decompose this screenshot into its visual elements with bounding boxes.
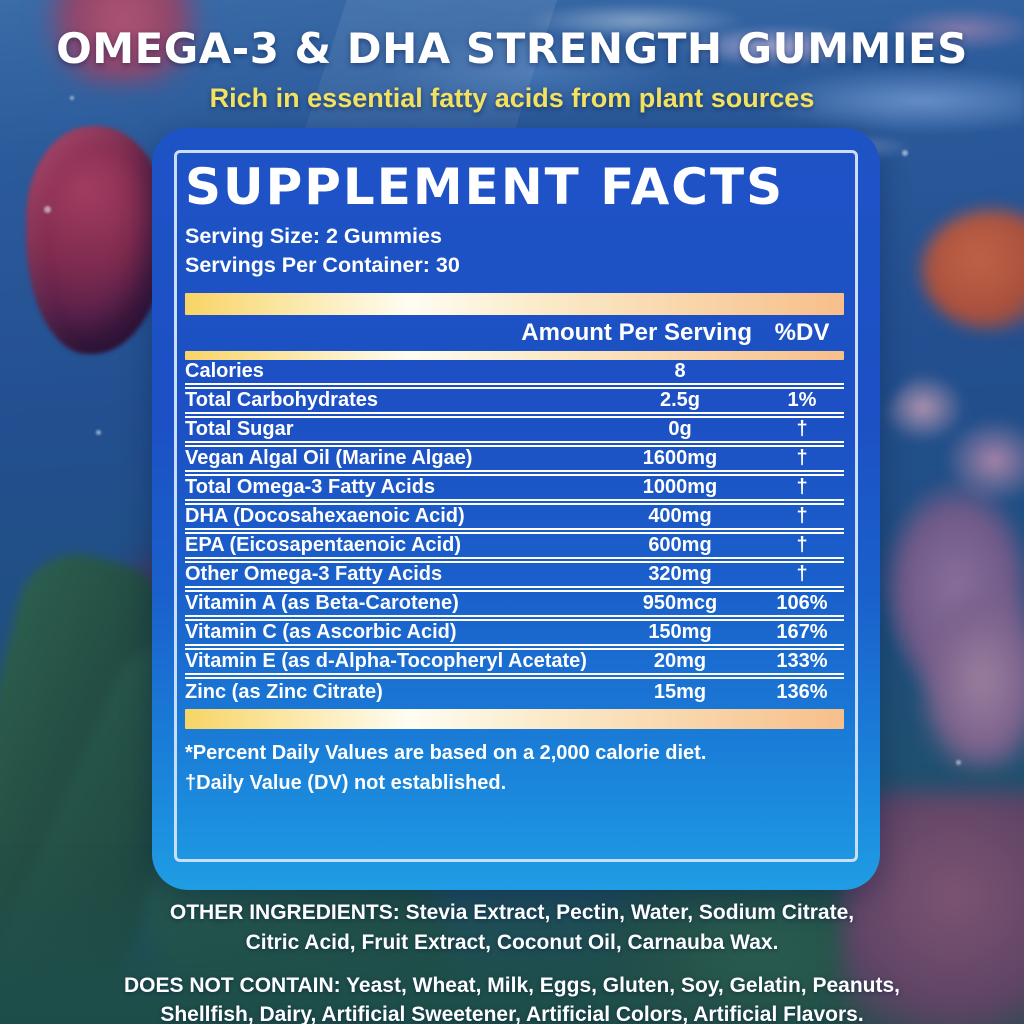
nutrient-dv: †: [796, 447, 808, 470]
other-ingredients-text: OTHER INGREDIENTS: Stevia Extract, Pecti…: [169, 901, 855, 954]
ingredients-block: OTHER INGREDIENTS: Stevia Extract, Pecti…: [30, 898, 994, 1024]
nutrient-name: Total Carbohydrates: [185, 389, 378, 412]
table-row: Vegan Algal Oil (Marine Algae) 1600mg †: [185, 447, 844, 477]
nutrient-amount: 0g: [668, 418, 692, 441]
serving-size: Serving Size: 2 Gummies: [185, 224, 442, 248]
table-row: Vitamin C (as Ascorbic Acid) 150mg 167%: [185, 621, 844, 651]
bubble: [44, 206, 51, 213]
divider-bar-thin: [185, 351, 844, 361]
table-row: Zinc (as Zinc Citrate) 15mg 136%: [185, 679, 844, 705]
table-row: EPA (Eicosapentaenoic Acid) 600mg †: [185, 534, 844, 564]
product-title: OMEGA-3 & DHA STRENGTH GUMMIES: [56, 24, 968, 73]
bubble: [902, 150, 908, 156]
servings-per-container: Servings Per Container: 30: [185, 253, 460, 278]
product-subtitle: Rich in essential fatty acids from plant…: [209, 83, 815, 113]
nutrient-dv: 167%: [776, 621, 828, 644]
nutrient-dv: †: [796, 534, 808, 557]
bubble: [70, 96, 74, 100]
amount-per-serving-header: Amount Per Serving: [521, 319, 752, 347]
divider-bar-top: [185, 293, 844, 316]
nutrient-amount: 1000mg: [642, 476, 718, 499]
orange-coral: [922, 210, 1024, 330]
nutrient-name: Calories: [185, 360, 264, 383]
nutrient-name: Vitamin E (as d-Alpha-Tocopheryl Acetate…: [185, 650, 587, 673]
nutrient-dv: 136%: [776, 680, 828, 703]
table-row: Total Omega-3 Fatty Acids 1000mg †: [185, 476, 844, 506]
footnote-line: †Daily Value (DV) not established.: [185, 772, 507, 795]
nutrient-dv: 106%: [776, 592, 828, 615]
nutrient-amount: 600mg: [648, 534, 712, 557]
does-not-contain-text: DOES NOT CONTAIN: Yeast, Wheat, Milk, Eg…: [124, 973, 900, 1024]
bubble: [956, 760, 961, 765]
nutrient-dv: †: [796, 505, 808, 528]
table-row: Other Omega-3 Fatty Acids 320mg †: [185, 563, 844, 593]
nutrient-name: Other Omega-3 Fatty Acids: [185, 563, 443, 586]
nutrient-dv: †: [796, 563, 808, 586]
nutrient-amount: 20mg: [653, 650, 707, 673]
table-row: Vitamin E (as d-Alpha-Tocopheryl Acetate…: [185, 650, 844, 680]
nutrient-name: EPA (Eicosapentaenoic Acid): [185, 534, 461, 557]
supplement-facts-panel: SUPPLEMENT FACTS Serving Size: 2 Gummies…: [152, 128, 880, 890]
supplement-facts-heading: SUPPLEMENT FACTS: [185, 158, 785, 216]
nutrient-name: Total Omega-3 Fatty Acids: [185, 476, 436, 499]
divider-bar-bottom: [185, 709, 844, 730]
nutrient-amount: 400mg: [648, 505, 712, 528]
nutrient-amount: 15mg: [653, 680, 707, 703]
nutrient-amount: 320mg: [648, 563, 712, 586]
nutrient-dv: †: [796, 476, 808, 499]
nutrient-name: Vitamin C (as Ascorbic Acid): [185, 621, 457, 644]
nutrient-name: Total Sugar: [185, 418, 294, 441]
table-row: DHA (Docosahexaenoic Acid) 400mg †: [185, 505, 844, 535]
nutrient-name: Zinc (as Zinc Citrate): [185, 680, 383, 703]
nutrient-dv: †: [796, 418, 808, 441]
table-row: Calories 8: [185, 360, 844, 390]
nutrient-name: Vitamin A (as Beta-Carotene): [185, 592, 459, 615]
table-row: Vitamin A (as Beta-Carotene) 950mcg 106%: [185, 592, 844, 622]
nutrient-amount: 950mcg: [642, 592, 718, 615]
nutrition-table: Calories 8 Total Carbohydrates 2.5g 1% T…: [185, 360, 844, 705]
coral-branch: [922, 590, 1024, 770]
headline-block: OMEGA-3 & DHA STRENGTH GUMMIES Rich in e…: [0, 24, 1024, 114]
bubble: [96, 430, 101, 435]
nutrient-amount: 150mg: [648, 621, 712, 644]
table-header-row: Amount Per Serving %DV: [185, 315, 844, 351]
dv-header: %DV: [774, 319, 830, 347]
blurred-raspberry-top-left: [38, 0, 208, 84]
nutrient-amount: 2.5g: [659, 389, 701, 412]
footnote-line: *Percent Daily Values are based on a 2,0…: [185, 742, 707, 765]
raspberry-image: [26, 126, 168, 354]
footnotes: *Percent Daily Values are based on a 2,0…: [185, 738, 844, 798]
table-row: Total Carbohydrates 2.5g 1%: [185, 389, 844, 419]
nutrient-name: Vegan Algal Oil (Marine Algae): [185, 447, 473, 470]
nutrient-dv: 1%: [787, 389, 817, 412]
nutrient-amount: 1600mg: [642, 447, 718, 470]
table-row: Total Sugar 0g †: [185, 418, 844, 448]
nutrient-name: DHA (Docosahexaenoic Acid): [185, 505, 465, 528]
nutrient-amount: 8: [674, 360, 686, 383]
nutrient-dv: 133%: [776, 650, 828, 673]
